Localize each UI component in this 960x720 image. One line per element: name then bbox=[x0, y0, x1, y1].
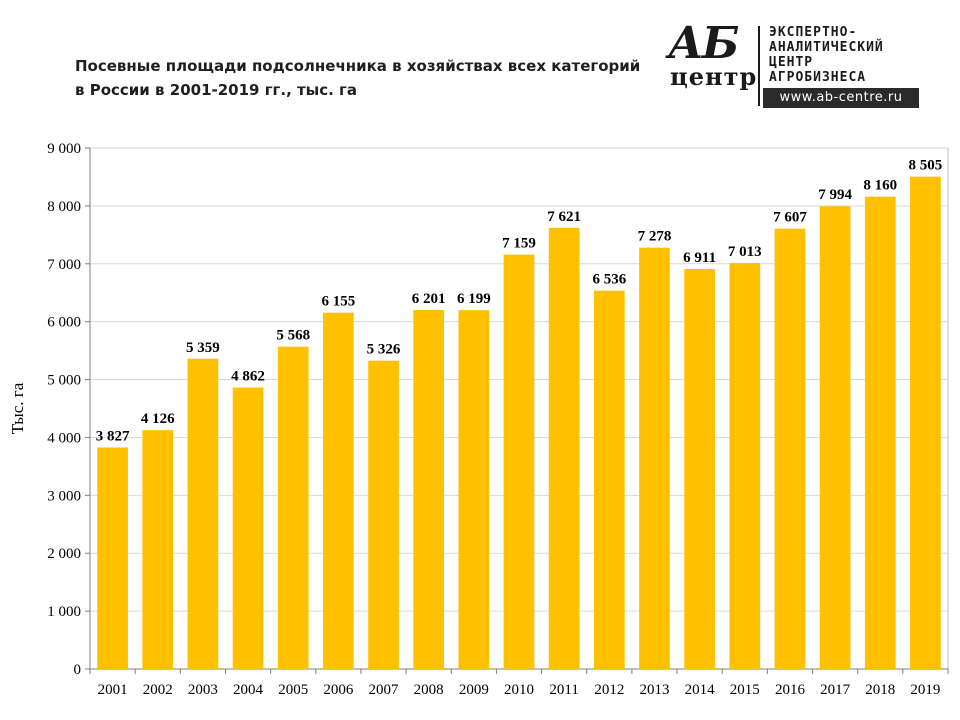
y-tick-label: 1 000 bbox=[47, 604, 81, 620]
data-label: 8 505 bbox=[909, 158, 943, 174]
data-label: 8 160 bbox=[863, 178, 897, 194]
data-label: 7 607 bbox=[773, 210, 807, 226]
chart-title-line2: в России в 2001-2019 гг., тыс. га bbox=[75, 81, 358, 99]
x-tick-label: 2015 bbox=[730, 682, 760, 698]
x-tick-label: 2012 bbox=[594, 682, 624, 698]
data-label: 6 199 bbox=[457, 291, 491, 307]
logo-mark-bottom: центр bbox=[670, 62, 758, 91]
y-tick-label: 2 000 bbox=[47, 546, 81, 562]
bar bbox=[729, 263, 761, 669]
chart-title: Посевные площади подсолнечника в хозяйст… bbox=[75, 54, 640, 102]
bar bbox=[413, 310, 445, 669]
logo-mark: АБ центр bbox=[668, 18, 758, 94]
data-label: 4 126 bbox=[141, 411, 175, 427]
data-label: 6 155 bbox=[321, 294, 355, 310]
y-tick-label: 4 000 bbox=[47, 430, 81, 446]
data-label: 7 159 bbox=[502, 236, 536, 252]
logo-line1: ЭКСПЕРТНО- bbox=[769, 25, 858, 40]
ab-centre-logo: АБ центр ЭКСПЕРТНО- АНАЛИТИЧЕСКИЙ ЦЕНТР … bbox=[665, 18, 925, 110]
bar bbox=[593, 290, 625, 669]
data-label: 7 994 bbox=[818, 187, 852, 203]
bar bbox=[232, 387, 264, 669]
data-label: 5 568 bbox=[276, 328, 310, 344]
x-tick-label: 2003 bbox=[188, 682, 218, 698]
x-tick-label: 2006 bbox=[323, 682, 354, 698]
y-tick-label: 6 000 bbox=[47, 315, 81, 331]
y-tick-label: 5 000 bbox=[47, 373, 81, 389]
bar bbox=[864, 196, 896, 670]
x-tick-label: 2009 bbox=[459, 682, 489, 698]
data-label: 6 201 bbox=[412, 291, 446, 307]
logo-text: ЭКСПЕРТНО- АНАЛИТИЧЕСКИЙ ЦЕНТР АГРОБИЗНЕ… bbox=[769, 25, 884, 85]
bar bbox=[142, 430, 174, 669]
chart-title-line1: Посевные площади подсолнечника в хозяйст… bbox=[75, 57, 641, 75]
x-tick-label: 2014 bbox=[685, 682, 716, 698]
bar bbox=[910, 176, 941, 669]
bar bbox=[639, 247, 670, 669]
data-label: 5 359 bbox=[186, 340, 220, 356]
bar bbox=[368, 360, 399, 669]
y-tick-label: 8 000 bbox=[47, 199, 81, 215]
x-tick-label: 2017 bbox=[820, 682, 851, 698]
data-label: 4 862 bbox=[231, 369, 265, 385]
bar bbox=[323, 312, 354, 669]
y-tick-label: 3 000 bbox=[47, 488, 81, 504]
x-tick-label: 2004 bbox=[233, 682, 264, 698]
logo-line3: ЦЕНТР bbox=[769, 55, 814, 70]
data-label: 5 326 bbox=[367, 342, 401, 358]
x-tick-label: 2018 bbox=[865, 682, 895, 698]
bar bbox=[548, 227, 580, 669]
x-tick-label: 2011 bbox=[549, 682, 578, 698]
y-tick-label: 9 000 bbox=[47, 141, 81, 157]
x-tick-label: 2010 bbox=[504, 682, 534, 698]
y-tick-label: 7 000 bbox=[47, 257, 81, 273]
x-tick-label: 2001 bbox=[98, 682, 128, 698]
logo-url: www.ab-centre.ru bbox=[763, 88, 919, 108]
logo-divider bbox=[758, 26, 760, 106]
x-tick-label: 2013 bbox=[639, 682, 669, 698]
x-tick-label: 2019 bbox=[910, 682, 940, 698]
y-tick-label: 0 bbox=[74, 662, 82, 678]
data-label: 7 621 bbox=[547, 209, 581, 225]
data-label: 7 278 bbox=[638, 229, 672, 245]
bar bbox=[774, 228, 806, 669]
x-tick-label: 2016 bbox=[775, 682, 806, 698]
bar bbox=[684, 268, 715, 669]
logo-mark-top: АБ bbox=[668, 18, 739, 69]
bar bbox=[187, 358, 219, 669]
data-label: 6 911 bbox=[683, 250, 716, 266]
data-label: 7 013 bbox=[728, 244, 762, 260]
bar bbox=[277, 346, 309, 669]
bar bbox=[97, 447, 128, 669]
logo-line2: АНАЛИТИЧЕСКИЙ bbox=[769, 40, 884, 55]
x-tick-label: 2007 bbox=[369, 682, 400, 698]
y-axis-label: Тыс. га bbox=[8, 382, 27, 434]
data-label: 6 536 bbox=[592, 272, 626, 288]
x-tick-label: 2002 bbox=[143, 682, 173, 698]
x-tick-label: 2008 bbox=[414, 682, 444, 698]
bar bbox=[819, 206, 851, 670]
data-label: 3 827 bbox=[96, 428, 130, 444]
logo-line4: АГРОБИЗНЕСА bbox=[769, 70, 867, 85]
bar bbox=[503, 254, 535, 670]
bar bbox=[458, 310, 490, 669]
x-tick-label: 2005 bbox=[278, 682, 308, 698]
